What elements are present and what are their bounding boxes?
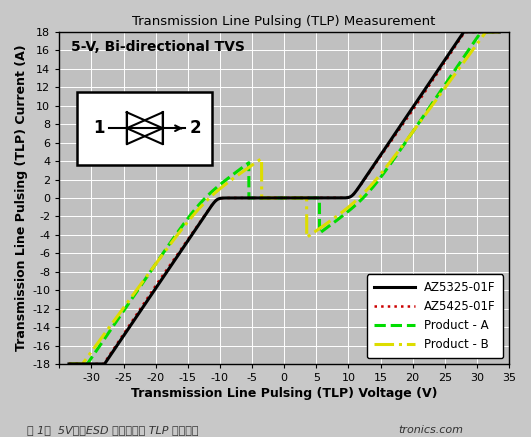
AZ5325-01F xyxy=(441,58,448,63)
Product - A xyxy=(441,83,448,88)
AZ5325-01F xyxy=(66,361,72,367)
AZ5425-01F xyxy=(250,195,256,201)
AZ5425-01F xyxy=(441,59,448,65)
AZ5325-01F xyxy=(115,341,121,347)
Y-axis label: Transmission Line Pulsing (TLP) Current (A): Transmission Line Pulsing (TLP) Current … xyxy=(15,45,28,351)
Product - A xyxy=(478,29,484,35)
AZ5325-01F xyxy=(140,304,147,309)
Product - B xyxy=(441,86,448,91)
AZ5325-01F xyxy=(231,195,237,201)
Line: AZ5325-01F: AZ5325-01F xyxy=(69,32,499,364)
Product - B xyxy=(231,175,237,180)
Product - B xyxy=(496,29,502,35)
AZ5425-01F xyxy=(496,29,502,35)
AZ5425-01F xyxy=(461,29,468,35)
Product - B xyxy=(115,313,121,318)
Product - B xyxy=(66,361,72,367)
Line: AZ5425-01F: AZ5425-01F xyxy=(69,32,499,364)
Product - B xyxy=(140,278,147,283)
Legend: AZ5325-01F, AZ5425-01F, Product - A, Product - B: AZ5325-01F, AZ5425-01F, Product - A, Pro… xyxy=(366,274,503,358)
X-axis label: Transmission Line Pulsing (TLP) Voltage (V): Transmission Line Pulsing (TLP) Voltage … xyxy=(131,387,438,400)
Product - A xyxy=(250,195,256,201)
AZ5325-01F xyxy=(496,29,502,35)
AZ5425-01F xyxy=(231,195,237,201)
AZ5425-01F xyxy=(140,301,147,306)
AZ5325-01F xyxy=(250,195,256,201)
Title: Transmission Line Pulsing (TLP) Measurement: Transmission Line Pulsing (TLP) Measurem… xyxy=(132,15,436,28)
Product - A xyxy=(66,361,72,367)
Product - B xyxy=(483,29,489,35)
Product - A xyxy=(496,29,502,35)
Product - B xyxy=(250,162,256,167)
Text: 2: 2 xyxy=(190,119,201,137)
AZ5425-01F xyxy=(66,361,72,367)
AZ5425-01F xyxy=(488,29,494,35)
Text: 1: 1 xyxy=(93,119,105,137)
Product - A xyxy=(488,29,494,35)
Text: 5-V, Bi-directional TVS: 5-V, Bi-directional TVS xyxy=(71,40,244,54)
Text: tronics.com: tronics.com xyxy=(398,425,463,435)
AZ5325-01F xyxy=(488,29,494,35)
AZ5425-01F xyxy=(115,340,121,345)
Product - B xyxy=(488,29,494,35)
Line: Product - A: Product - A xyxy=(69,32,499,364)
Bar xyxy=(78,92,212,165)
AZ5325-01F xyxy=(461,29,467,35)
Product - A xyxy=(115,316,121,322)
Line: Product - B: Product - B xyxy=(69,32,499,364)
Product - A xyxy=(140,279,147,284)
Product - A xyxy=(231,171,237,177)
Text: 图 1：  5V双向ESD 保护组件的 TLP 测试曲线: 图 1： 5V双向ESD 保护组件的 TLP 测试曲线 xyxy=(27,425,198,435)
